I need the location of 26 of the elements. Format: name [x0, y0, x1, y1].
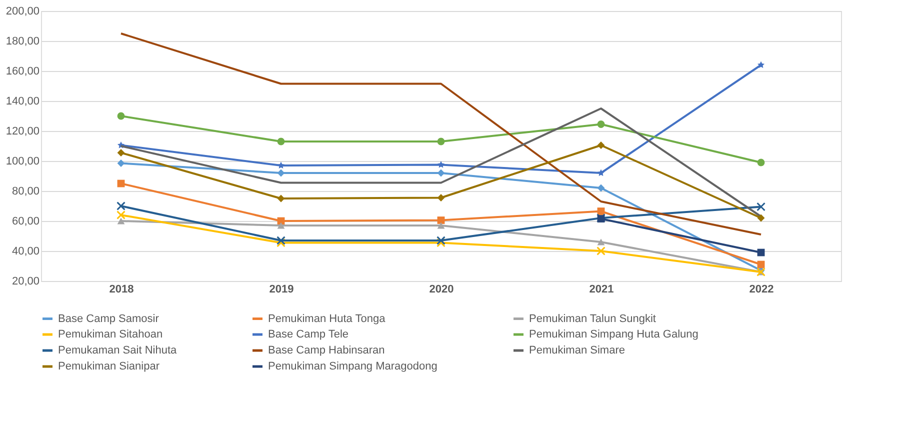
legend-label: Base Camp Samosir [58, 312, 160, 325]
y-tick-label: 160,00 [6, 66, 40, 78]
x-tick-label: 2020 [429, 284, 454, 296]
legend-label: Pemukaman Sait Nihuta [58, 344, 178, 356]
y-tick-label: 120,00 [6, 126, 40, 138]
y-tick-label: 200,00 [6, 6, 40, 18]
legend-label: Pemukiman Talun Sungkit [529, 312, 656, 325]
x-tick-label: 2022 [749, 284, 774, 296]
legend-label: Pemukiman Simpang Maragodong [268, 360, 438, 372]
legend-label: Pemukiman Huta Tonga [268, 312, 386, 325]
x-tick-label: 2021 [589, 284, 614, 296]
y-tick-label: 100,00 [6, 156, 40, 168]
legend-label: Pemukiman Simpang Huta Galung [529, 328, 698, 340]
legend-label: Pemukiman Simare [529, 344, 625, 356]
legend-label: Pemukiman Sitahoan [58, 328, 163, 340]
y-tick-label: 140,00 [6, 96, 40, 108]
legend-label: Base Camp Tele [268, 328, 349, 340]
y-tick-label: 180,00 [6, 36, 40, 48]
y-tick-label: 80,00 [12, 186, 40, 198]
y-tick-label: 20,00 [12, 276, 40, 288]
y-tick-label: 60,00 [12, 216, 40, 228]
legend-label: Pemukiman Sianipar [58, 360, 160, 372]
x-tick-label: 2018 [109, 284, 134, 296]
x-tick-label: 2019 [269, 284, 294, 296]
y-tick-label: 40,00 [12, 246, 40, 258]
legend-label: Base Camp Habinsaran [268, 344, 385, 356]
